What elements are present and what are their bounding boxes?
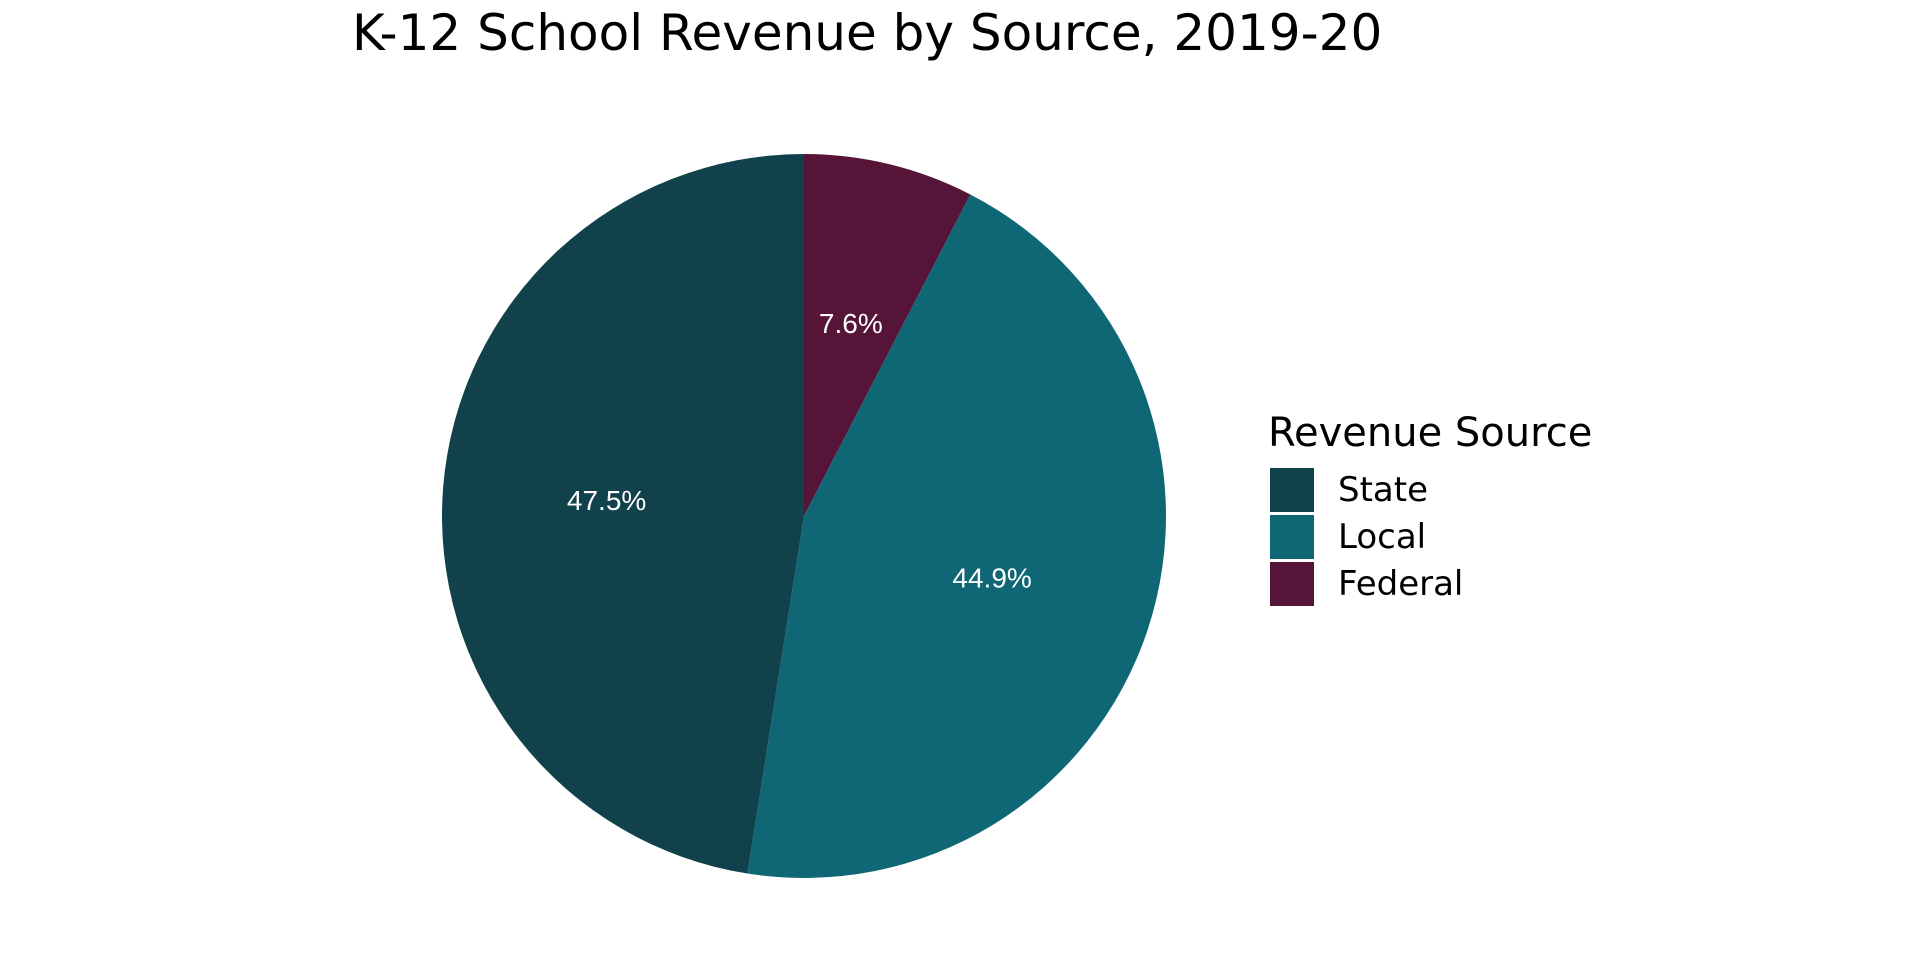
pie-slice-labels: 7.6% 44.9% 47.5% [567,308,1032,593]
legend-swatch-federal [1270,561,1314,606]
chart-title: K-12 School Revenue by Source, 2019-20 [352,4,1383,62]
pie-slice-federal [804,154,971,516]
slice-label-state: 47.5% [567,485,646,516]
pie-slices [442,154,1166,878]
slice-label-local: 44.9% [952,562,1031,593]
slice-label-federal: 7.6% [819,308,883,339]
legend-item-local: Local [1268,513,1592,560]
legend-swatch-state [1270,467,1314,512]
legend: Revenue Source State Local Federal [1268,410,1592,607]
legend-label-local: Local [1338,516,1427,557]
legend-label-federal: Federal [1338,563,1464,604]
pie-slice-state [442,154,804,874]
legend-item-federal: Federal [1268,560,1592,607]
legend-item-state: State [1268,466,1592,513]
legend-items: State Local Federal [1268,466,1592,607]
legend-label-state: State [1338,469,1428,510]
legend-title: Revenue Source [1268,410,1593,456]
legend-swatch-local [1270,514,1314,559]
pie-slice-local [747,194,1166,878]
